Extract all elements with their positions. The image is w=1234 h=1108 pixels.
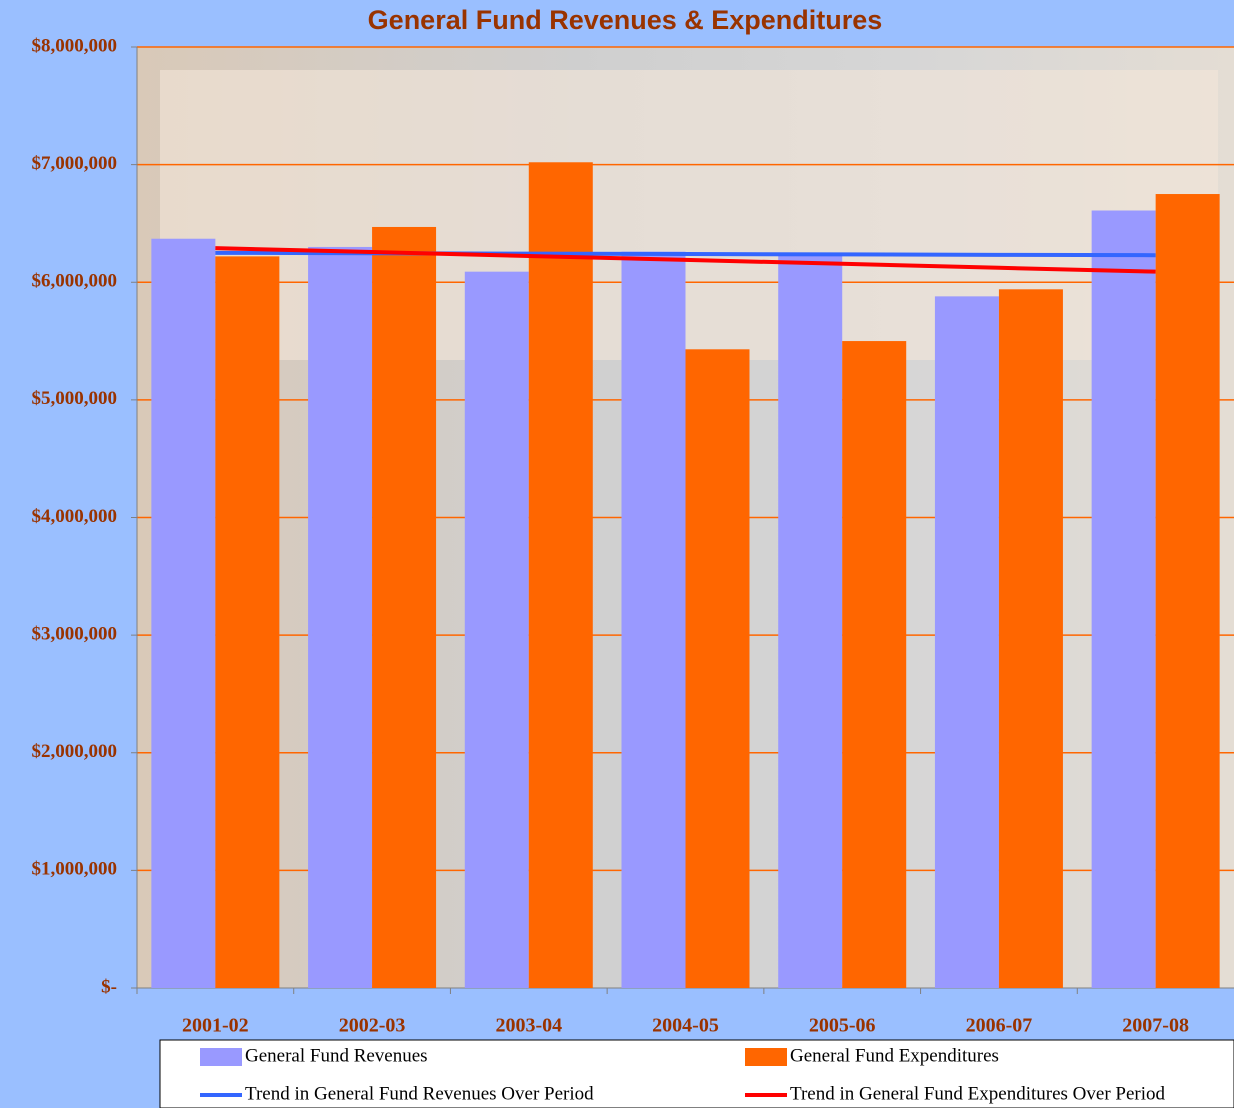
bar <box>1091 210 1156 988</box>
y-tick-label: $2,000,000 <box>32 741 118 762</box>
bar <box>151 238 216 988</box>
y-tick-label: $7,000,000 <box>32 153 118 174</box>
bar <box>528 162 593 988</box>
y-tick-label: $5,000,000 <box>32 388 118 409</box>
bar <box>308 246 373 988</box>
bar <box>215 256 280 988</box>
y-tick-label: $6,000,000 <box>32 271 118 292</box>
y-tick-label: $1,000,000 <box>32 859 118 880</box>
legend-label: General Fund Revenues <box>245 1045 428 1066</box>
legend-label: Trend in General Fund Expenditures Over … <box>790 1083 1166 1104</box>
x-tick-label: 2002-03 <box>339 1015 406 1037</box>
y-tick-label: $3,000,000 <box>32 623 118 644</box>
legend-swatch <box>200 1048 242 1066</box>
y-tick-label: $- <box>101 976 117 997</box>
legend-label: General Fund Expenditures <box>790 1045 999 1066</box>
x-tick-label: 2005-06 <box>809 1015 876 1037</box>
bar <box>842 341 907 988</box>
x-tick-label: 2004-05 <box>652 1015 719 1037</box>
legend-label: Trend in General Fund Revenues Over Peri… <box>245 1083 594 1104</box>
bar <box>778 255 843 989</box>
bar <box>464 271 529 988</box>
y-tick-label: $4,000,000 <box>32 506 118 527</box>
chart-title: General Fund Revenues & Expenditures <box>368 5 883 35</box>
bar <box>685 349 750 988</box>
bar <box>621 251 686 989</box>
x-tick-label: 2007-08 <box>1122 1015 1189 1037</box>
bar <box>998 289 1063 988</box>
x-tick-label: 2006-07 <box>966 1015 1033 1037</box>
legend-box <box>159 1039 1234 1108</box>
trend-line <box>215 246 1156 274</box>
bar <box>1155 194 1220 988</box>
y-tick-label: $8,000,000 <box>32 35 118 56</box>
legend-swatch <box>745 1048 787 1066</box>
x-tick-label: 2003-04 <box>495 1015 562 1037</box>
bar <box>372 226 437 988</box>
x-tick-label: 2001-02 <box>182 1015 249 1037</box>
bar <box>934 296 999 988</box>
